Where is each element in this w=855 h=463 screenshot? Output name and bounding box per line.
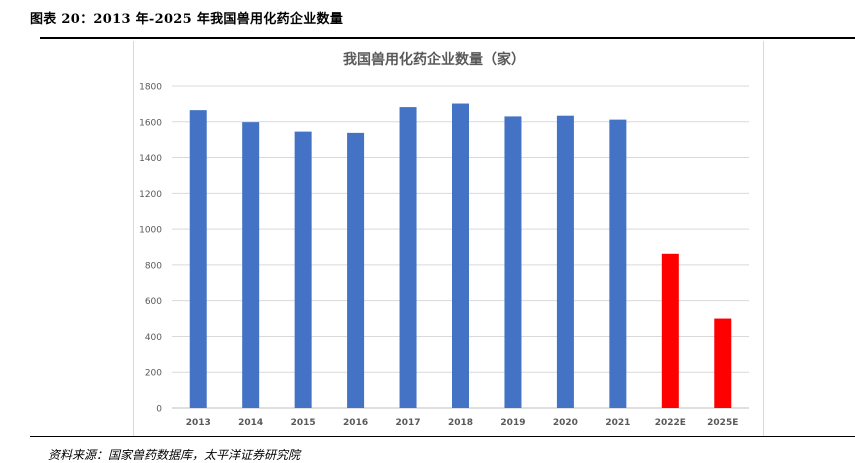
x-tick-label: 2016 [343,418,368,428]
x-tick-label: 2021 [605,418,630,428]
y-tick-label: 200 [145,369,162,379]
x-tick-label: 2014 [238,418,263,428]
chart-area: 我国兽用化药企业数量（家） 0 200 400 600 800 1000 1200 1400 1… [133,41,764,436]
y-tick-label: 1600 [139,118,162,128]
bar-2015 [294,131,312,408]
x-tick-label: 2019 [500,418,525,428]
source-note: 资料来源：国家兽药数据库，太平洋证券研究院 [48,448,301,462]
bottom-rule [30,436,855,437]
bar-2025E [714,318,732,408]
bar-chart: 我国兽用化药企业数量（家） 0 200 400 600 800 1000 1200 1400 1… [139,51,749,428]
x-tick-label: 2013 [186,418,211,428]
x-tick-label: 2020 [553,418,578,428]
y-tick-label: 400 [145,333,162,343]
x-axis-ticks: 2013 2014 2015 2016 2017 2018 2019 2020 2021 2022… [186,418,739,428]
bar-2017 [399,107,417,408]
figure-caption: 图表 20：2013 年-2025 年我国兽用化药企业数量 [30,12,344,27]
chart-title: 我国兽用化药企业数量（家） [343,51,525,68]
bar-2022E [661,253,679,408]
x-tick-label: 2017 [396,418,421,428]
x-tick-label: 2025E [707,418,738,428]
y-tick-label: 600 [145,297,162,307]
x-tick-label: 2022E [655,418,686,428]
y-tick-label: 1200 [139,190,162,200]
top-rule [40,37,855,39]
y-tick-label: 800 [145,261,162,271]
bars [189,103,732,409]
bar-2018 [452,103,469,408]
bar-2013 [189,110,207,409]
y-tick-label: 1400 [139,154,162,164]
y-tick-label: 1800 [139,83,162,93]
y-axis-ticks: 0 200 400 600 800 1000 1200 1400 1600 1800 [139,83,162,415]
x-tick-label: 2018 [448,418,473,428]
y-tick-label: 0 [156,405,162,415]
bar-2014 [242,122,260,408]
bar-2016 [347,132,365,408]
bar-2020 [556,115,574,408]
bar-2021 [609,119,627,409]
x-tick-label: 2015 [291,418,316,428]
bar-2019 [504,116,522,409]
y-tick-label: 1000 [139,226,162,236]
